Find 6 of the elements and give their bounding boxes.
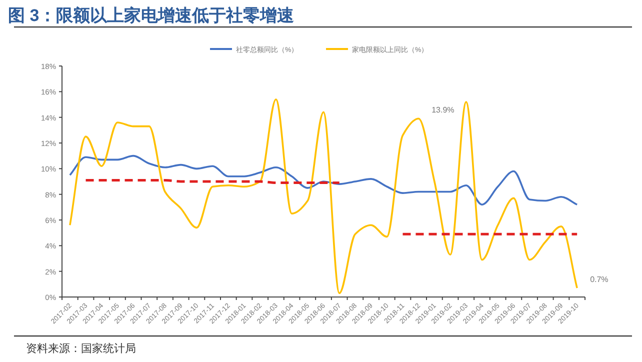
line-series [69, 98, 578, 294]
annotation: 0.7% [590, 275, 608, 284]
line-series [69, 154, 578, 206]
chart-title: 图 3：限额以上家电增速低于社零增速 [8, 6, 294, 25]
annotation: 13.9% [432, 106, 454, 115]
text: 资料来源：国家统计局 [26, 342, 136, 355]
